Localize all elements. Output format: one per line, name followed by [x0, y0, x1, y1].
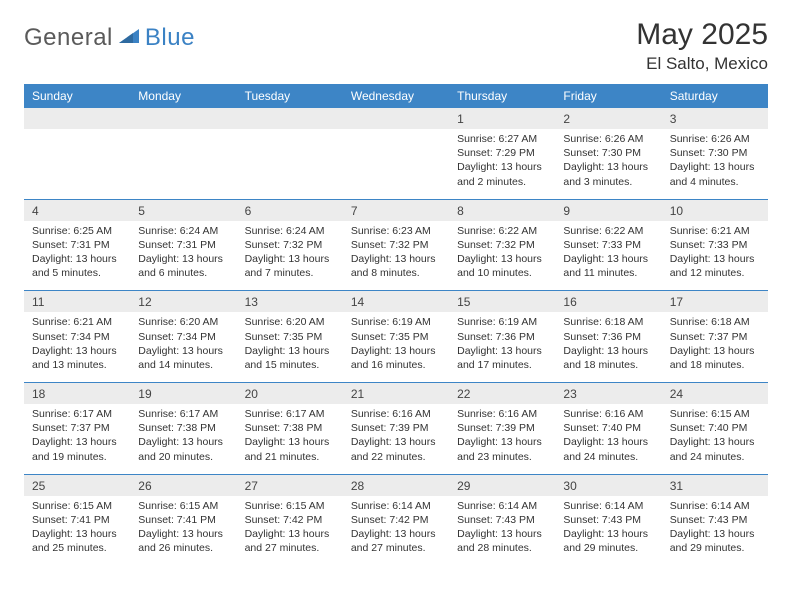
day-number: 16 — [555, 291, 661, 313]
day-detail: Sunrise: 6:17 AMSunset: 7:38 PMDaylight:… — [237, 404, 343, 474]
day-header-row: Sunday Monday Tuesday Wednesday Thursday… — [24, 84, 768, 108]
day-detail: Sunrise: 6:15 AMSunset: 7:41 PMDaylight:… — [130, 496, 236, 566]
day-number: 2 — [555, 108, 661, 129]
day-number — [24, 108, 130, 129]
day-detail: Sunrise: 6:27 AMSunset: 7:29 PMDaylight:… — [449, 129, 555, 199]
day-number: 29 — [449, 474, 555, 496]
day-number: 25 — [24, 474, 130, 496]
detail-row: Sunrise: 6:17 AMSunset: 7:37 PMDaylight:… — [24, 404, 768, 474]
day-number: 12 — [130, 291, 236, 313]
page-header: General Blue May 2025 El Salto, Mexico — [24, 18, 768, 74]
day-number: 14 — [343, 291, 449, 313]
day-detail: Sunrise: 6:19 AMSunset: 7:35 PMDaylight:… — [343, 312, 449, 382]
day-number: 3 — [662, 108, 768, 129]
day-number: 4 — [24, 199, 130, 221]
day-number: 5 — [130, 199, 236, 221]
day-number: 19 — [130, 383, 236, 405]
daynum-row: 25 26 27 28 29 30 31 — [24, 474, 768, 496]
day-detail: Sunrise: 6:14 AMSunset: 7:42 PMDaylight:… — [343, 496, 449, 566]
day-number: 31 — [662, 474, 768, 496]
day-detail: Sunrise: 6:24 AMSunset: 7:31 PMDaylight:… — [130, 221, 236, 291]
day-detail: Sunrise: 6:26 AMSunset: 7:30 PMDaylight:… — [662, 129, 768, 199]
day-number: 21 — [343, 383, 449, 405]
daynum-row: 18 19 20 21 22 23 24 — [24, 383, 768, 405]
detail-row: Sunrise: 6:15 AMSunset: 7:41 PMDaylight:… — [24, 496, 768, 566]
day-number: 30 — [555, 474, 661, 496]
day-detail: Sunrise: 6:18 AMSunset: 7:36 PMDaylight:… — [555, 312, 661, 382]
day-number: 8 — [449, 199, 555, 221]
day-number: 22 — [449, 383, 555, 405]
day-detail: Sunrise: 6:15 AMSunset: 7:42 PMDaylight:… — [237, 496, 343, 566]
day-detail: Sunrise: 6:22 AMSunset: 7:32 PMDaylight:… — [449, 221, 555, 291]
calendar-page: General Blue May 2025 El Salto, Mexico S… — [0, 0, 792, 583]
day-detail: Sunrise: 6:20 AMSunset: 7:34 PMDaylight:… — [130, 312, 236, 382]
day-number: 15 — [449, 291, 555, 313]
day-detail: Sunrise: 6:25 AMSunset: 7:31 PMDaylight:… — [24, 221, 130, 291]
month-title: May 2025 — [636, 18, 768, 52]
day-number: 6 — [237, 199, 343, 221]
day-header: Monday — [130, 84, 236, 108]
day-detail: Sunrise: 6:26 AMSunset: 7:30 PMDaylight:… — [555, 129, 661, 199]
day-number: 18 — [24, 383, 130, 405]
day-number: 7 — [343, 199, 449, 221]
day-detail — [24, 129, 130, 199]
brand-part1: General — [24, 24, 113, 52]
daynum-row: 4 5 6 7 8 9 10 — [24, 199, 768, 221]
day-number: 20 — [237, 383, 343, 405]
brand-logo: General Blue — [24, 18, 195, 52]
day-number: 9 — [555, 199, 661, 221]
brand-part2: Blue — [145, 24, 195, 52]
day-detail: Sunrise: 6:19 AMSunset: 7:36 PMDaylight:… — [449, 312, 555, 382]
day-number: 1 — [449, 108, 555, 129]
day-detail — [343, 129, 449, 199]
daynum-row: 11 12 13 14 15 16 17 — [24, 291, 768, 313]
day-detail: Sunrise: 6:18 AMSunset: 7:37 PMDaylight:… — [662, 312, 768, 382]
day-number: 28 — [343, 474, 449, 496]
detail-row: Sunrise: 6:27 AMSunset: 7:29 PMDaylight:… — [24, 129, 768, 199]
day-detail: Sunrise: 6:20 AMSunset: 7:35 PMDaylight:… — [237, 312, 343, 382]
day-header: Saturday — [662, 84, 768, 108]
logo-triangle-icon — [119, 27, 141, 50]
day-number: 11 — [24, 291, 130, 313]
day-detail: Sunrise: 6:15 AMSunset: 7:40 PMDaylight:… — [662, 404, 768, 474]
day-detail: Sunrise: 6:16 AMSunset: 7:39 PMDaylight:… — [449, 404, 555, 474]
daynum-row: 1 2 3 — [24, 108, 768, 129]
day-detail — [130, 129, 236, 199]
day-detail: Sunrise: 6:17 AMSunset: 7:38 PMDaylight:… — [130, 404, 236, 474]
day-number: 26 — [130, 474, 236, 496]
day-detail: Sunrise: 6:14 AMSunset: 7:43 PMDaylight:… — [449, 496, 555, 566]
day-number: 10 — [662, 199, 768, 221]
day-number: 24 — [662, 383, 768, 405]
location-label: El Salto, Mexico — [636, 54, 768, 74]
day-header: Wednesday — [343, 84, 449, 108]
day-header: Thursday — [449, 84, 555, 108]
day-number: 27 — [237, 474, 343, 496]
day-number: 23 — [555, 383, 661, 405]
day-number — [343, 108, 449, 129]
day-detail: Sunrise: 6:24 AMSunset: 7:32 PMDaylight:… — [237, 221, 343, 291]
day-detail: Sunrise: 6:21 AMSunset: 7:33 PMDaylight:… — [662, 221, 768, 291]
day-detail: Sunrise: 6:16 AMSunset: 7:39 PMDaylight:… — [343, 404, 449, 474]
day-detail: Sunrise: 6:22 AMSunset: 7:33 PMDaylight:… — [555, 221, 661, 291]
day-header: Tuesday — [237, 84, 343, 108]
calendar-table: Sunday Monday Tuesday Wednesday Thursday… — [24, 84, 768, 565]
day-detail: Sunrise: 6:14 AMSunset: 7:43 PMDaylight:… — [662, 496, 768, 566]
day-detail: Sunrise: 6:17 AMSunset: 7:37 PMDaylight:… — [24, 404, 130, 474]
day-number — [130, 108, 236, 129]
day-number — [237, 108, 343, 129]
day-header: Sunday — [24, 84, 130, 108]
detail-row: Sunrise: 6:25 AMSunset: 7:31 PMDaylight:… — [24, 221, 768, 291]
day-detail: Sunrise: 6:15 AMSunset: 7:41 PMDaylight:… — [24, 496, 130, 566]
day-detail: Sunrise: 6:23 AMSunset: 7:32 PMDaylight:… — [343, 221, 449, 291]
day-detail — [237, 129, 343, 199]
day-detail: Sunrise: 6:21 AMSunset: 7:34 PMDaylight:… — [24, 312, 130, 382]
day-number: 17 — [662, 291, 768, 313]
day-detail: Sunrise: 6:14 AMSunset: 7:43 PMDaylight:… — [555, 496, 661, 566]
day-header: Friday — [555, 84, 661, 108]
day-detail: Sunrise: 6:16 AMSunset: 7:40 PMDaylight:… — [555, 404, 661, 474]
detail-row: Sunrise: 6:21 AMSunset: 7:34 PMDaylight:… — [24, 312, 768, 382]
day-number: 13 — [237, 291, 343, 313]
title-block: May 2025 El Salto, Mexico — [636, 18, 768, 74]
